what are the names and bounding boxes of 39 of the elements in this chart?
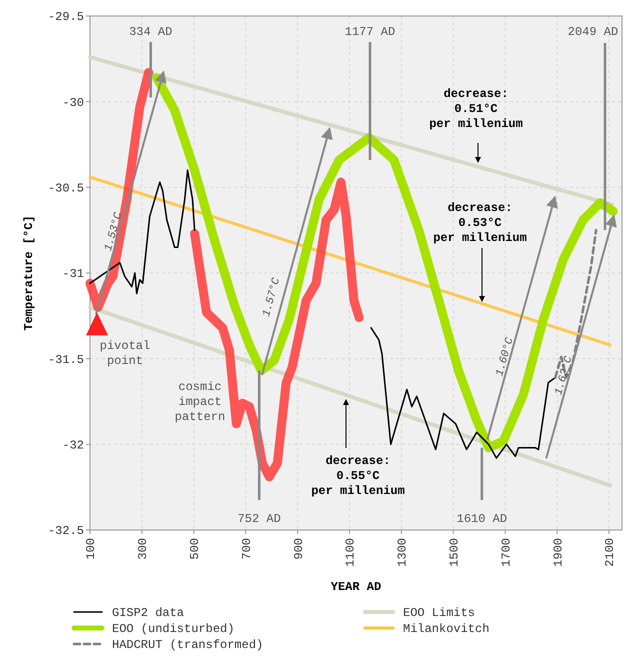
y-tick-label: -30.5 — [48, 182, 84, 196]
annotation: decrease: 0.53°C per millenium — [433, 201, 527, 245]
x-tick-label: 1700 — [499, 538, 514, 567]
y-tick-label: -31 — [62, 267, 84, 282]
annotation: 1.57°C — [261, 276, 284, 318]
annotation: 1.62°C — [553, 354, 576, 397]
annotation: 334 AD — [129, 25, 172, 39]
x-axis-title: YEAR AD — [330, 580, 382, 594]
annotation: 1.60°C — [494, 336, 517, 378]
x-tick-label: 100 — [84, 538, 98, 560]
x-tick-label: 1900 — [551, 538, 566, 567]
y-tick-label: -32 — [62, 438, 84, 453]
x-tick-label: 1300 — [396, 538, 410, 567]
annotation: 2049 AD — [568, 25, 618, 39]
legend-label: HADCRUT (transformed) — [112, 638, 264, 652]
y-axis-title: Temperature [°C] — [22, 215, 36, 331]
x-tick-label: 700 — [240, 538, 254, 560]
x-tick-label: 300 — [136, 538, 150, 560]
annotation: 1.53°C — [102, 210, 126, 253]
annotation: 752 AD — [238, 512, 281, 526]
legend-label: Milankovitch — [403, 622, 490, 636]
annotation: pivotal point — [100, 338, 150, 368]
y-tick-label: -30 — [62, 96, 84, 110]
y-tick-label: -29.5 — [48, 10, 84, 24]
annotation: 1177 AD — [344, 25, 396, 39]
annotation: 1610 AD — [456, 512, 508, 526]
annotation: decrease: 0.55°C per millenium — [311, 454, 405, 498]
y-tick-label: -32.5 — [48, 524, 84, 538]
legend-label: EOO Limits — [403, 606, 476, 620]
x-tick-label: 2100 — [603, 538, 618, 567]
annotation: cosmic impact pattern — [174, 380, 226, 424]
x-tick-label: 1100 — [344, 538, 358, 567]
y-tick-label: -31.5 — [48, 352, 84, 367]
x-tick-label: 1500 — [448, 538, 462, 567]
x-tick-label: 900 — [292, 538, 306, 560]
legend-label: GISP2 data — [112, 606, 184, 620]
annotation: decrease: 0.51°C per millenium — [429, 87, 523, 131]
legend-label: EOO (undisturbed) — [112, 622, 234, 636]
x-tick-label: 500 — [188, 538, 202, 560]
